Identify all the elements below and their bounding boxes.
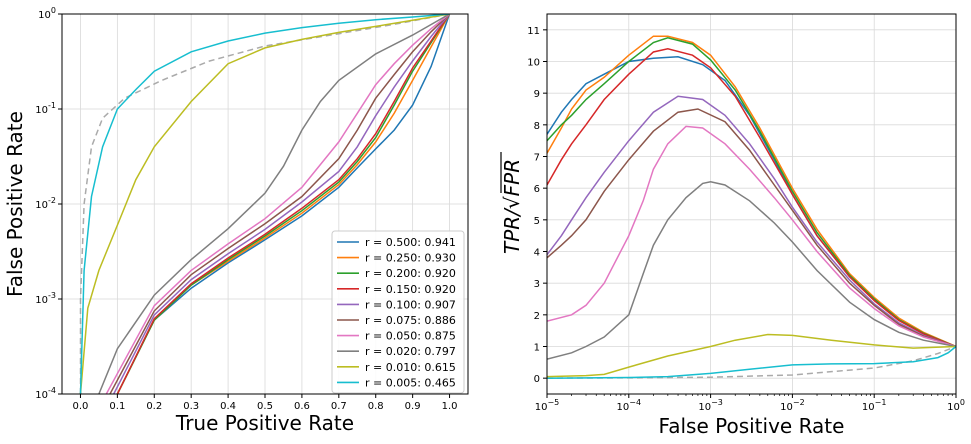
right-xtick-label: 10−3 (698, 398, 723, 413)
left-ytick-label: 10-3 (35, 291, 56, 306)
left-xtick-label: 0.3 (183, 401, 199, 412)
left-series-line (116, 14, 451, 394)
left-xtick-label: 0.7 (331, 401, 347, 412)
right-series-line (547, 37, 956, 348)
right-ytick-label: 1 (534, 343, 540, 354)
left-xtick-label: 0.1 (109, 401, 125, 412)
right-xtick-label: 10−4 (617, 398, 642, 413)
legend-entry: r = 0.010: 0.615 (365, 361, 456, 374)
right-ytick-label: 0 (534, 374, 540, 385)
right-ytick-label: 4 (534, 248, 540, 259)
left-plot: 0.0 0.1 0.2 0.3 0.4 0.5 0.6 0.7 0.8 0.9 1.0 100 10-1… (3, 6, 469, 435)
left-ylabel: False Positive Rate (3, 111, 27, 297)
left-series-line (116, 14, 451, 394)
legend-entry: r = 0.020: 0.797 (365, 345, 456, 358)
left-xlabel: True Positive Rate (175, 411, 354, 435)
right-ytick-label: 11 (527, 26, 540, 37)
right-ytick-label: 7 (534, 153, 540, 164)
left-series-line (116, 14, 451, 394)
right-series-line (547, 108, 956, 348)
right-ytick-label: 8 (534, 121, 540, 132)
left-xtick-label: 0.5 (257, 401, 273, 412)
right-series-line (547, 345, 956, 379)
right-xtick-label: 100 (947, 398, 965, 413)
legend-entry: r = 0.250: 0.930 (365, 252, 456, 265)
left-series-line (79, 14, 450, 394)
left-xtick-label: 1.0 (442, 401, 458, 412)
left-series-line (105, 14, 450, 394)
right-frame (546, 13, 957, 395)
legend-box (331, 230, 465, 394)
legend-entry: r = 0.075: 0.886 (365, 314, 456, 327)
right-xtick-label: 10−5 (535, 398, 560, 413)
left-ytick-label: 10-2 (35, 196, 56, 211)
legend-entry: r = 0.150: 0.920 (365, 283, 456, 296)
right-xtick-label: 10−1 (862, 398, 887, 413)
right-ytick-label: 10 (527, 58, 540, 69)
right-series-line (547, 125, 956, 348)
left-ytick-label: 100 (38, 6, 56, 21)
left-xtick-label: 0.8 (368, 401, 384, 412)
right-ytick-label: 6 (534, 184, 540, 195)
right-ytick-label: 2 (534, 311, 540, 322)
legend: r = 0.500: 0.941 r = 0.250: 0.930 r = 0.20… (331, 230, 465, 394)
legend-entry: r = 0.005: 0.465 (365, 376, 456, 389)
left-series-line (98, 14, 450, 394)
right-series-line (547, 333, 956, 378)
right-ylabel: TPR/√FPR (500, 152, 524, 254)
left-xtick-label: 0.4 (220, 401, 236, 412)
left-series-line (79, 14, 450, 394)
right-ytick-label: 9 (534, 89, 540, 100)
right-series-line (547, 95, 956, 348)
legend-entry: r = 0.100: 0.907 (365, 298, 456, 311)
left-xtick-label: 0.2 (146, 401, 162, 412)
left-xtick-label: 0.9 (405, 401, 421, 412)
left-series-line (113, 14, 451, 394)
left-xtick-label: 0.6 (294, 401, 310, 412)
right-ytick-label: 3 (534, 279, 540, 290)
left-series-line (109, 14, 451, 394)
right-ylabel-text: TPR/√FPR (500, 159, 524, 254)
left-ytick-label: 10-1 (35, 101, 56, 116)
legend-entry: r = 0.500: 0.941 (365, 236, 456, 249)
left-reference-line (79, 14, 450, 394)
right-plot: 10−5 10−4 10−3 10−2 10−1 100 0 1 2 3 4 5 6 7 8 9 10 11 Fal… (500, 13, 965, 438)
right-xlabel: False Positive Rate (659, 414, 845, 438)
right-series-line (547, 181, 956, 360)
left-xtick-label: 0.0 (73, 401, 89, 412)
legend-entry: r = 0.200: 0.920 (365, 267, 456, 280)
left-ytick-label: 10-4 (35, 386, 56, 401)
legend-entry: r = 0.050: 0.875 (365, 330, 456, 343)
right-series-line (547, 48, 956, 348)
right-ytick-label: 5 (534, 216, 540, 227)
right-series-line (547, 35, 956, 348)
right-xtick-label: 10−2 (780, 398, 805, 413)
